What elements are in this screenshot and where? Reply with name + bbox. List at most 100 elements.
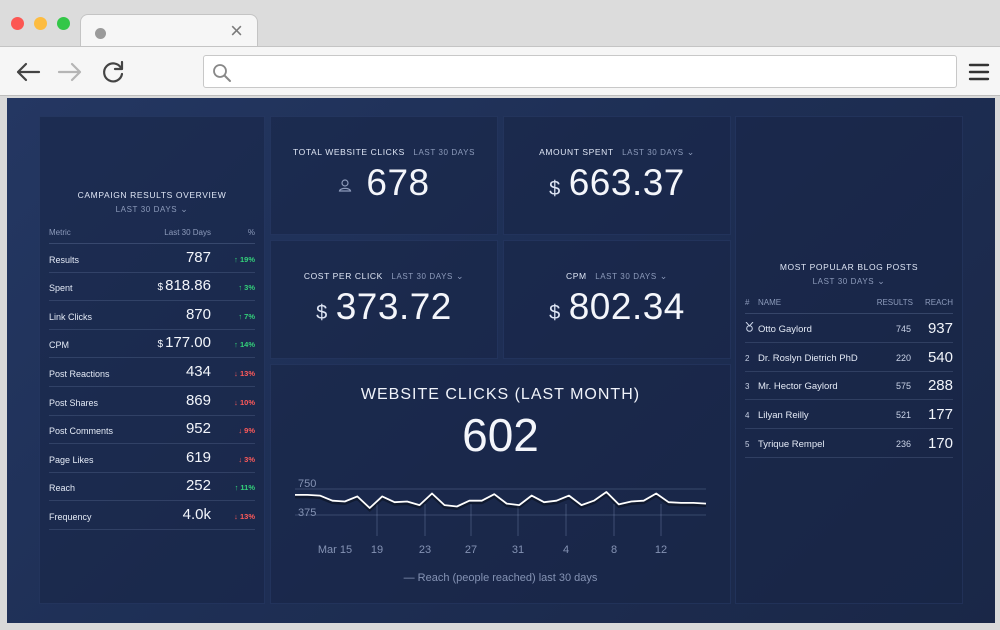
- post-results: 521: [895, 410, 911, 421]
- x-tick-label: Mar 15: [318, 544, 352, 556]
- cost-per-click-tile: COST PER CLICK LAST 30 DAYS ⌄ $373.72: [270, 240, 498, 359]
- reload-icon: [103, 60, 124, 83]
- table-row[interactable]: 5 Tyrique Rempel 236 170: [745, 429, 953, 458]
- chart-total: 602: [462, 409, 539, 461]
- chevron-down-icon: ⌄: [180, 204, 189, 214]
- post-reach: 177: [927, 406, 953, 424]
- y-tick-label: 750: [298, 478, 316, 490]
- post-name: Tyrique Rempel: [758, 438, 825, 450]
- series-line-shadow: [295, 492, 707, 513]
- table-row: Reach 252 ↑ 11%: [49, 473, 255, 502]
- total-website-clicks-tile: TOTAL WEBSITE CLICKS LAST 30 DAYS 678: [270, 116, 498, 235]
- trend-percent: ↑ 3%: [238, 283, 255, 293]
- metric-label: Link Clicks: [49, 311, 93, 322]
- table-row: Spent $818.86 ↑ 3%: [49, 273, 255, 302]
- chevron-down-icon: ⌄: [659, 271, 668, 281]
- kpi-period-dropdown[interactable]: LAST 30 DAYS ⌄: [595, 271, 668, 281]
- metric-label: Post Comments: [49, 426, 114, 437]
- kpi-period-dropdown[interactable]: LAST 30 DAYS ⌄: [391, 271, 464, 281]
- favicon-icon: [95, 28, 106, 39]
- x-tick-label: 23: [419, 544, 431, 556]
- trend-percent: ↓ 13%: [234, 368, 255, 378]
- dashboard: CAMPAIGN RESULTS OVERVIEW LAST 30 DAYS ⌄ …: [7, 98, 995, 623]
- kpi-value: 678: [366, 162, 430, 203]
- back-button[interactable]: [14, 59, 42, 85]
- legend-label: Reach (people reached) last 30 days: [417, 572, 598, 584]
- series-line: [295, 491, 707, 509]
- close-tab-icon[interactable]: ×: [230, 18, 243, 43]
- post-reach: 170: [927, 434, 953, 452]
- amount-spent-tile: AMOUNT SPENT LAST 30 DAYS ⌄ $663.37: [503, 116, 731, 235]
- address-bar[interactable]: [203, 55, 957, 88]
- table-row[interactable]: 2 Dr. Roslyn Dietrich PhD 220 540: [745, 343, 953, 372]
- popular-blog-posts-panel: MOST POPULAR BLOG POSTS LAST 30 DAYS ⌄ # …: [735, 116, 963, 604]
- blog-period: LAST 30 DAYS: [812, 277, 875, 286]
- metric-number: 252: [185, 477, 211, 495]
- table-row: Post Comments 952 ↓ 9%: [49, 416, 255, 445]
- currency-symbol: $: [157, 339, 164, 351]
- browser-toolbar: [0, 46, 1000, 96]
- kpi-value: 373.72: [335, 286, 452, 327]
- campaign-table-header: Metric Last 30 Days %: [49, 226, 255, 244]
- post-results: 745: [895, 323, 911, 334]
- trend-percent: ↑ 14%: [234, 340, 255, 350]
- table-row[interactable]: Otto Gaylord 745 937: [745, 314, 953, 343]
- blog-table-header: # NAME RESULTS REACH: [745, 296, 953, 314]
- table-row: CPM $177.00 ↑ 14%: [49, 330, 255, 359]
- post-reach: 540: [927, 348, 953, 366]
- x-tick-label: 12: [655, 544, 667, 556]
- table-row: Post Shares 869 ↓ 10%: [49, 387, 255, 416]
- trend-percent: ↑ 11%: [234, 483, 255, 493]
- hamburger-menu-icon[interactable]: [968, 61, 990, 83]
- maximize-window-button[interactable]: [57, 17, 70, 30]
- blog-period-dropdown[interactable]: LAST 30 DAYS ⌄: [735, 276, 963, 287]
- chevron-down-icon: ⌄: [877, 276, 886, 286]
- currency-symbol: $: [549, 178, 561, 200]
- reload-button[interactable]: [100, 59, 128, 85]
- metric-value: $177.00: [158, 334, 211, 351]
- table-row: Post Reactions 434 ↓ 13%: [49, 358, 255, 387]
- post-reach: 937: [927, 319, 953, 337]
- metric-label: Frequency: [49, 511, 92, 522]
- post-reach: 288: [927, 377, 953, 395]
- rank-number: 3: [745, 382, 750, 392]
- table-row: Link Clicks 870 ↑ 7%: [49, 301, 255, 330]
- user-icon: [339, 179, 352, 192]
- metric-value: 870: [184, 306, 211, 323]
- metric-number: 619: [185, 448, 211, 466]
- metric-value: 952: [184, 420, 211, 437]
- table-row[interactable]: 4 Lilyan Reilly 521 177: [745, 400, 953, 430]
- metric-number: 787: [185, 248, 211, 266]
- campaign-title-wrap: CAMPAIGN RESULTS OVERVIEW LAST 30 DAYS ⌄: [39, 190, 265, 215]
- metric-label: Page Likes: [49, 454, 94, 465]
- browser-tab[interactable]: ×: [80, 14, 258, 48]
- website-clicks-chart-panel: WEBSITE CLICKS (LAST MONTH) 602 750 375 Ma…: [270, 364, 731, 604]
- metric-number: 870: [185, 305, 211, 323]
- kpi-period-dropdown[interactable]: LAST 30 DAYS ⌄: [622, 147, 695, 157]
- arrow-right-icon: [57, 62, 82, 82]
- forward-button[interactable]: [56, 59, 84, 85]
- campaign-title: CAMPAIGN RESULTS OVERVIEW: [77, 190, 227, 200]
- metric-label: Results: [49, 254, 80, 265]
- minimize-window-button[interactable]: [34, 17, 47, 30]
- metric-value: 252: [184, 477, 211, 494]
- close-window-button[interactable]: [11, 17, 24, 30]
- kpi-title: COST PER CLICK: [303, 271, 383, 281]
- post-results: 236: [895, 438, 911, 449]
- reach-column-header: REACH: [924, 298, 953, 307]
- kpi-period: LAST 30 DAYS: [622, 148, 684, 157]
- metric-label: Post Reactions: [49, 368, 110, 379]
- table-row[interactable]: 3 Mr. Hector Gaylord 575 288: [745, 372, 953, 401]
- trend-percent: ↓ 10%: [234, 397, 255, 407]
- trend-percent: ↓ 3%: [238, 454, 255, 464]
- chart-title: WEBSITE CLICKS (LAST MONTH): [360, 386, 641, 403]
- metric-number: 952: [185, 420, 211, 438]
- title-bar: ×: [0, 0, 1000, 48]
- chart-legend: — Reach (people reached) last 30 days: [403, 572, 598, 584]
- rank-number: 5: [745, 439, 750, 449]
- metric-number: 434: [185, 362, 211, 380]
- currency-symbol: $: [157, 282, 164, 294]
- campaign-period-dropdown[interactable]: LAST 30 DAYS ⌄: [39, 204, 265, 215]
- kpi-period: LAST 30 DAYS: [413, 148, 476, 157]
- trend-percent: ↓ 13%: [234, 511, 255, 521]
